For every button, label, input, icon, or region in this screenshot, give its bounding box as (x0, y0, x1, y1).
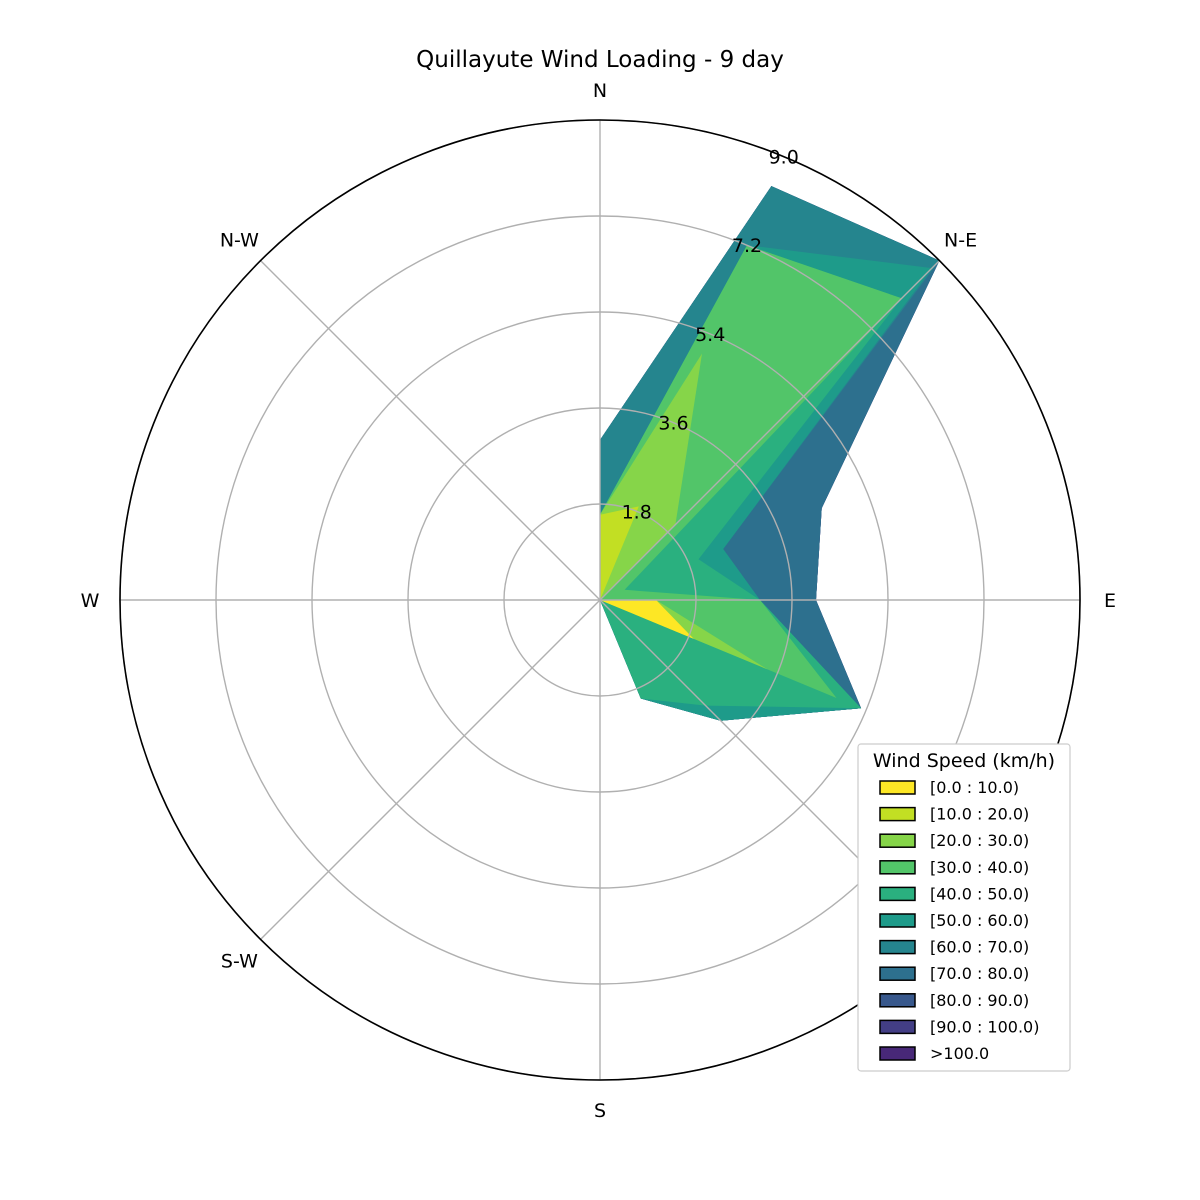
legend-swatch (879, 860, 916, 875)
direction-label-n-e: N-E (944, 229, 977, 251)
direction-label-w: W (81, 590, 100, 612)
chart-title: Quillayute Wind Loading - 9 day (416, 47, 784, 73)
legend-swatch (879, 966, 916, 981)
legend-swatch (879, 939, 916, 955)
radial-tick-label: 3.6 (658, 413, 688, 435)
legend-items: [0.0 : 10.0) [10.0 : 20.0) [20.0 : 30.0) [3… (879, 778, 1039, 1063)
polar-grid (119, 119, 1081, 1081)
legend-label: [10.0 : 20.0) (930, 805, 1029, 824)
radial-tick-label: 9.0 (769, 147, 799, 169)
series-area-3 (600, 245, 902, 699)
legend-swatch (879, 833, 916, 848)
legend-label: [30.0 : 40.0) (930, 858, 1029, 877)
legend-swatch (879, 993, 916, 1008)
legend-label: [90.0 : 100.0) (930, 1017, 1039, 1036)
legend-label: [50.0 : 60.0) (930, 911, 1029, 930)
legend-label: [40.0 : 50.0) (930, 884, 1029, 903)
legend-box (857, 743, 1071, 1072)
grid-spoke-7 (260, 260, 601, 601)
legend-swatch (879, 886, 916, 902)
legend-swatch (879, 913, 916, 928)
legend-title: Wind Speed (km/h) (873, 750, 1055, 772)
radial-tick-labels: 1.8 3.6 5.4 7.2 9.0 (622, 147, 799, 524)
grid-spoke-5 (260, 599, 601, 940)
radial-tick-label: 1.8 (622, 501, 652, 523)
legend-label: [80.0 : 90.0) (930, 991, 1029, 1010)
direction-label-e: E (1104, 590, 1116, 612)
legend-label: >100.0 (930, 1044, 989, 1063)
legend: Wind Speed (km/h) [0.0 : 10.0) [10.0 : 20… (857, 743, 1071, 1072)
legend-label: [20.0 : 30.0) (930, 831, 1029, 850)
direction-label-s: S (594, 1100, 606, 1122)
legend-swatch (879, 806, 916, 822)
legend-label: [70.0 : 80.0) (930, 964, 1029, 983)
radial-tick-label: 7.2 (732, 235, 762, 257)
legend-label: [60.0 : 70.0) (930, 938, 1029, 957)
legend-swatch (879, 780, 916, 795)
legend-swatch (879, 1019, 916, 1035)
polar-frame (119, 119, 1081, 1081)
direction-label-n: N (593, 80, 607, 102)
grid-spoke-1 (599, 260, 940, 601)
radial-tick-label: 5.4 (695, 324, 725, 346)
series-area-0 (600, 506, 694, 639)
legend-swatch (879, 1046, 916, 1061)
wind-speed-fills (550, 186, 940, 721)
direction-label-n-w: N-W (220, 229, 259, 251)
direction-label-s-w: S-W (221, 951, 258, 973)
legend-label: [0.0 : 10.0) (930, 778, 1019, 797)
